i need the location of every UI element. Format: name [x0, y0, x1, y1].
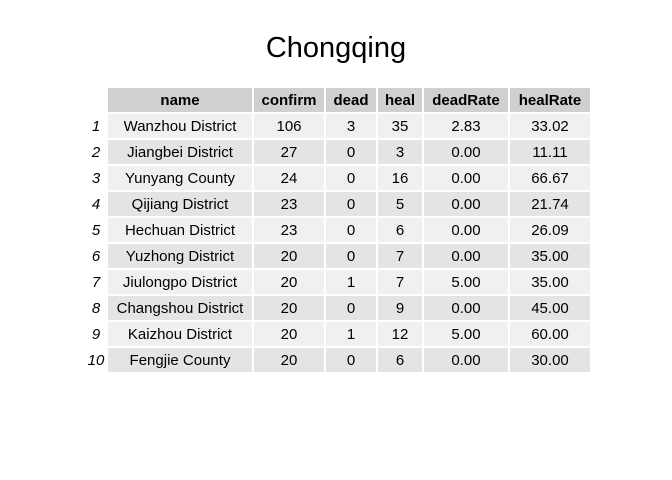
cell-deadrate: 0.00	[424, 244, 508, 268]
cell-confirm: 24	[254, 166, 324, 190]
row-number: 2	[91, 143, 101, 161]
cell-name: Fengjie County	[108, 348, 252, 372]
cell-name: Jiangbei District	[108, 140, 252, 164]
cell-heal: 6	[378, 348, 422, 372]
cell-healrate: 21.74	[510, 192, 590, 216]
cell-dead: 0	[326, 140, 376, 164]
cell-name: Wanzhou District	[108, 114, 252, 138]
cell-deadrate: 5.00	[424, 270, 508, 294]
column-header-confirm: confirm	[254, 88, 324, 112]
table-row: 10 Fengjie County 20 0 6 0.00 30.00	[86, 348, 590, 372]
cell-name: Changshou District	[108, 296, 252, 320]
cell-name: Jiulongpo District	[108, 270, 252, 294]
table-row: 3 Yunyang County 24 0 16 0.00 66.67	[86, 166, 590, 190]
cell-heal: 7	[378, 270, 422, 294]
row-number: 3	[91, 169, 101, 187]
cell-name: Qijiang District	[108, 192, 252, 216]
cell-healrate: 30.00	[510, 348, 590, 372]
column-header-healrate: healRate	[510, 88, 590, 112]
cell-deadrate: 2.83	[424, 114, 508, 138]
row-number: 6	[91, 247, 101, 265]
cell-deadrate: 0.00	[424, 218, 508, 242]
cell-deadrate: 0.00	[424, 166, 508, 190]
table-row: 5 Hechuan District 23 0 6 0.00 26.09	[86, 218, 590, 242]
cell-heal: 6	[378, 218, 422, 242]
cell-confirm: 20	[254, 322, 324, 346]
cell-heal: 3	[378, 140, 422, 164]
cell-dead: 3	[326, 114, 376, 138]
cell-confirm: 106	[254, 114, 324, 138]
row-number: 4	[91, 195, 101, 213]
cell-confirm: 27	[254, 140, 324, 164]
cell-deadrate: 0.00	[424, 348, 508, 372]
column-header-deadrate: deadRate	[424, 88, 508, 112]
cell-name: Yuzhong District	[108, 244, 252, 268]
table-row: 1 Wanzhou District 106 3 35 2.83 33.02	[86, 114, 590, 138]
table-row: 6 Yuzhong District 20 0 7 0.00 35.00	[86, 244, 590, 268]
cell-healrate: 33.02	[510, 114, 590, 138]
cell-healrate: 11.11	[510, 140, 590, 164]
table-row: 9 Kaizhou District 20 1 12 5.00 60.00	[86, 322, 590, 346]
cell-confirm: 20	[254, 348, 324, 372]
cell-confirm: 20	[254, 244, 324, 268]
cell-deadrate: 0.00	[424, 296, 508, 320]
header-row: name confirm dead heal deadRate healRate	[86, 88, 590, 112]
cell-heal: 9	[378, 296, 422, 320]
cell-confirm: 20	[254, 270, 324, 294]
cell-heal: 5	[378, 192, 422, 216]
column-header-name: name	[108, 88, 252, 112]
cell-name: Hechuan District	[108, 218, 252, 242]
cell-heal: 35	[378, 114, 422, 138]
table-row: 2 Jiangbei District 27 0 3 0.00 11.11	[86, 140, 590, 164]
cell-healrate: 60.00	[510, 322, 590, 346]
cell-dead: 0	[326, 296, 376, 320]
row-number: 9	[91, 325, 101, 343]
cell-dead: 0	[326, 192, 376, 216]
cell-dead: 1	[326, 270, 376, 294]
cell-heal: 7	[378, 244, 422, 268]
cell-name: Yunyang County	[108, 166, 252, 190]
table-body: 1 Wanzhou District 106 3 35 2.83 33.02 2 Jiangbe…	[86, 114, 590, 372]
cell-deadrate: 5.00	[424, 322, 508, 346]
cell-confirm: 20	[254, 296, 324, 320]
cell-healrate: 45.00	[510, 296, 590, 320]
cell-dead: 0	[326, 244, 376, 268]
cell-dead: 0	[326, 218, 376, 242]
row-number: 5	[91, 221, 101, 239]
cell-confirm: 23	[254, 218, 324, 242]
row-number: 8	[91, 299, 101, 317]
cell-confirm: 23	[254, 192, 324, 216]
table-row: 7 Jiulongpo District 20 1 7 5.00 35.00	[86, 270, 590, 294]
cell-healrate: 35.00	[510, 244, 590, 268]
cell-deadrate: 0.00	[424, 192, 508, 216]
chart-title: Chongqing	[265, 32, 407, 64]
cell-healrate: 26.09	[510, 218, 590, 242]
row-number: 7	[91, 273, 101, 291]
table-row: 4 Qijiang District 23 0 5 0.00 21.74	[86, 192, 590, 216]
cell-heal: 12	[378, 322, 422, 346]
column-header-dead: dead	[326, 88, 376, 112]
corner-cell	[86, 88, 106, 112]
cell-dead: 0	[326, 348, 376, 372]
column-header-heal: heal	[378, 88, 422, 112]
cell-healrate: 66.67	[510, 166, 590, 190]
cell-dead: 1	[326, 322, 376, 346]
cell-healrate: 35.00	[510, 270, 590, 294]
cell-deadrate: 0.00	[424, 140, 508, 164]
cell-dead: 0	[326, 166, 376, 190]
row-number: 1	[91, 117, 101, 135]
cell-heal: 16	[378, 166, 422, 190]
data-table: name confirm dead heal deadRate healRate…	[84, 86, 592, 374]
cell-name: Kaizhou District	[108, 322, 252, 346]
row-number: 10	[87, 351, 105, 369]
table-row: 8 Changshou District 20 0 9 0.00 45.00	[86, 296, 590, 320]
